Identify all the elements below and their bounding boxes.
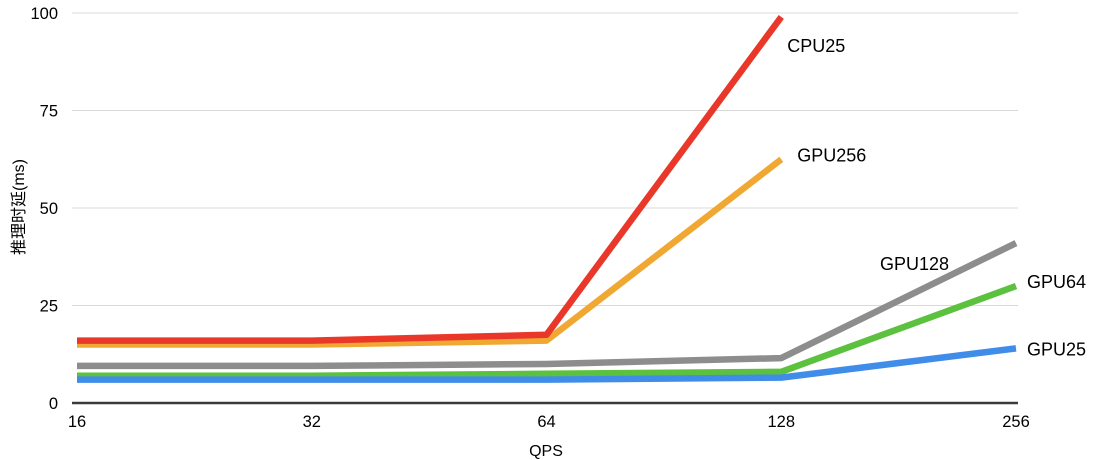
series-lines-layer [77, 14, 1018, 383]
x-axis-title: QPS [529, 443, 563, 460]
series-labels-layer: GPU128 GPU64 GPU25 GPU256 CPU25 [787, 36, 1086, 359]
series-label-gpu256: GPU256 [797, 145, 866, 165]
series-line-gpu128 [77, 240, 1018, 370]
series-label-cpu25: CPU25 [787, 36, 845, 56]
gridlines-layer [72, 12, 1018, 405]
series-line-cpu25 [77, 14, 784, 344]
x-tick-label: 256 [1002, 413, 1030, 431]
x-tick-label: 32 [303, 413, 321, 431]
series-line-gpu25 [77, 345, 1017, 383]
series-line-gpu256 [77, 156, 784, 348]
x-tick-label: 128 [767, 413, 795, 431]
y-tick-label: 50 [40, 200, 58, 218]
series-label-gpu64: GPU64 [1027, 272, 1086, 292]
y-tick-label: 25 [40, 298, 58, 316]
tick-labels-layer: 0 25 50 75 100 16 32 64 128 256 [30, 5, 1029, 431]
x-tick-label: 16 [68, 413, 86, 431]
series-line-gpu64 [77, 282, 1018, 379]
y-tick-label: 75 [40, 103, 58, 121]
series-label-gpu25: GPU25 [1027, 339, 1086, 359]
y-tick-label: 0 [49, 395, 58, 413]
y-tick-label: 100 [30, 5, 58, 23]
series-label-gpu128: GPU128 [880, 254, 949, 274]
y-axis-title: 推理时延(ms) [10, 159, 28, 255]
x-tick-label: 64 [537, 413, 555, 431]
